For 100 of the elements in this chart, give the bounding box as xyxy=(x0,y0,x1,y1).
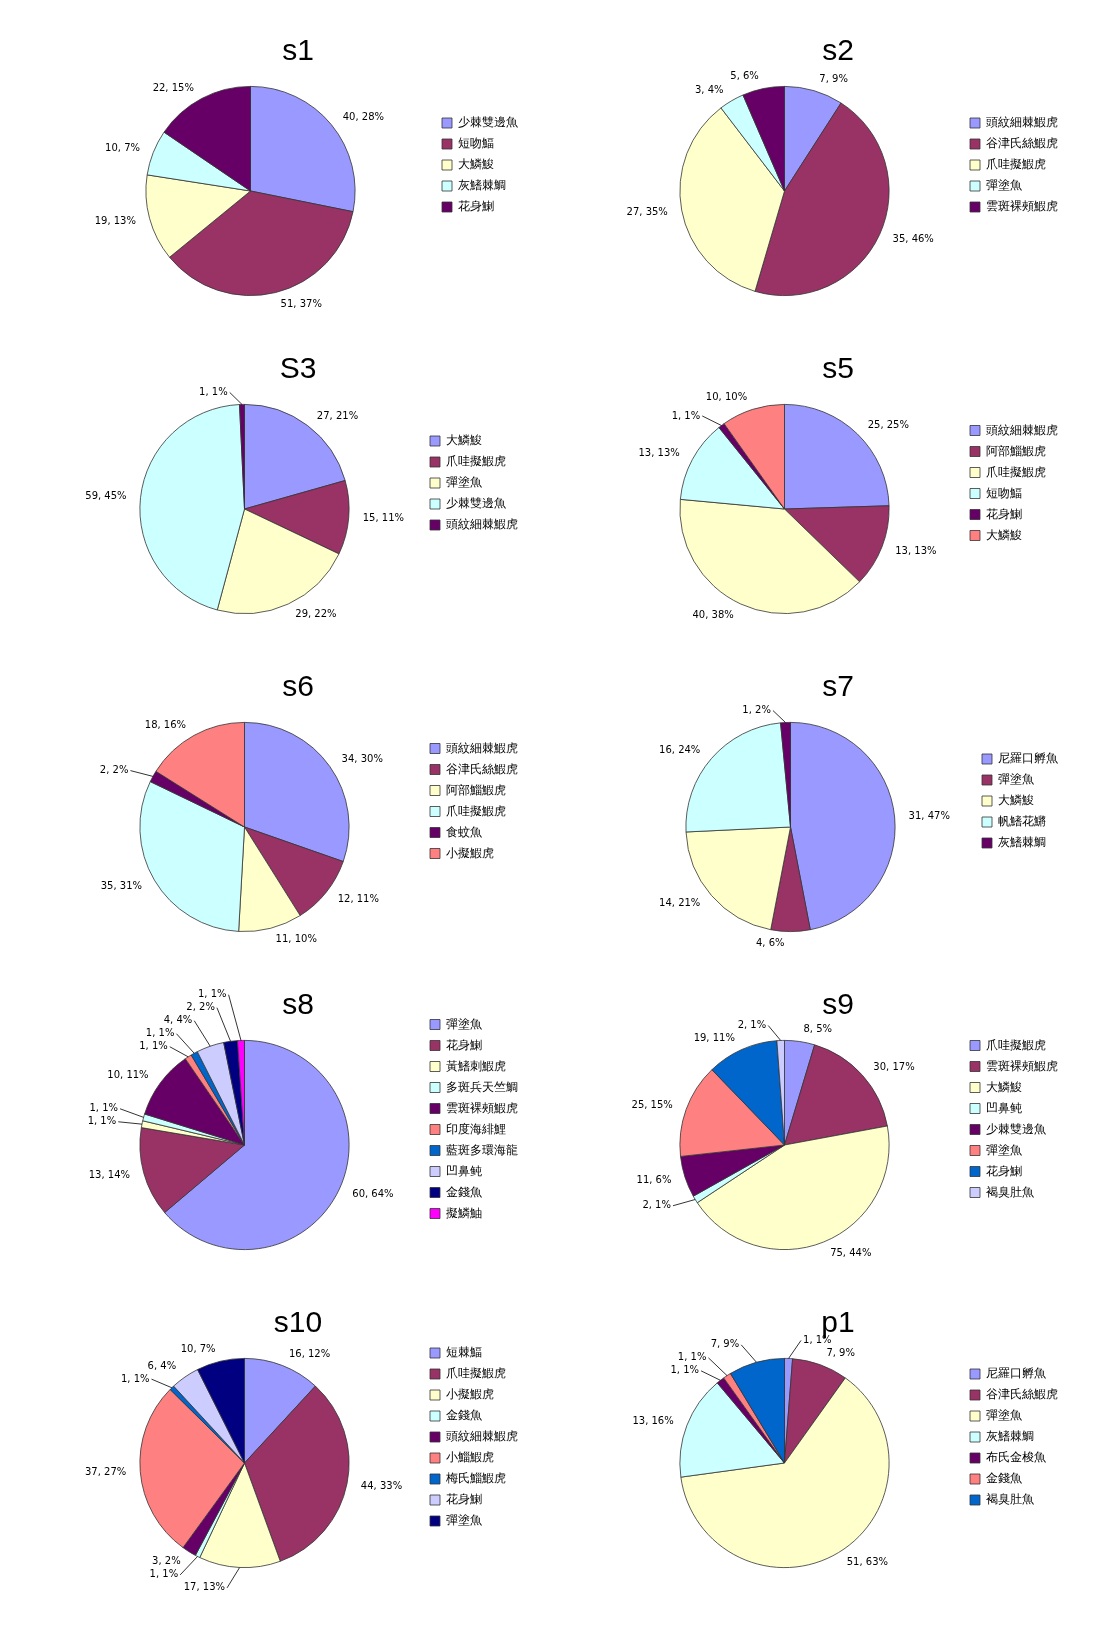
data-label: 75, 44% xyxy=(830,1246,872,1258)
legend-label: 灰鰭棘鯛 xyxy=(458,178,506,193)
legend-label: 灰鰭棘鯛 xyxy=(998,835,1046,850)
legend-label: 爪哇擬鰕虎 xyxy=(986,1037,1046,1052)
legend-label: 少棘雙邊魚 xyxy=(458,115,518,130)
data-label: 1, 1% xyxy=(671,409,701,421)
legend-label: 凹鼻鲀 xyxy=(446,1163,482,1178)
legend-label: 爪哇擬鰕虎 xyxy=(986,464,1046,479)
legend-label: 雲斑裸頰鰕虎 xyxy=(446,1100,518,1115)
data-label: 1, 1% xyxy=(120,1372,150,1384)
chart-title: s1 xyxy=(282,33,314,67)
data-label: 31, 47% xyxy=(908,809,950,821)
legend-label: 花身鯻 xyxy=(986,506,1022,521)
legend-label: 藍斑多環海龍 xyxy=(446,1142,518,1157)
data-label: 8, 5% xyxy=(803,1023,833,1035)
data-label: 17, 13% xyxy=(183,1581,226,1593)
data-label: 35, 46% xyxy=(892,233,934,245)
legend-label: 阿部鯔鰕虎 xyxy=(986,443,1046,458)
legend-label: 頭紋細棘鰕虎 xyxy=(446,1429,518,1444)
data-label: 13, 13% xyxy=(638,447,680,459)
chart-title: s5 xyxy=(822,351,854,385)
data-label: 25, 25% xyxy=(867,418,909,430)
legend-label: 大鱗鮻 xyxy=(446,433,482,448)
legend-label: 食蚊魚 xyxy=(446,824,482,839)
legend-label: 頭紋細棘鰕虎 xyxy=(986,422,1058,437)
legend-label: 大鱗鮻 xyxy=(998,793,1034,808)
chart-title: S3 xyxy=(279,351,317,385)
data-label: 10, 11% xyxy=(107,1069,149,1081)
legend-label: 爪哇擬鰕虎 xyxy=(446,803,506,818)
legend-label: 頭紋細棘鰕虎 xyxy=(986,115,1058,130)
data-label: 22, 15% xyxy=(152,81,194,93)
data-label: 35, 31% xyxy=(100,879,143,891)
legend-label: 少棘雙邊魚 xyxy=(446,496,506,511)
legend-label: 彈塗魚 xyxy=(998,772,1034,787)
legend-label: 小擬鰕虎 xyxy=(446,1387,494,1402)
data-label: 27, 21% xyxy=(316,409,359,421)
data-label: 37, 27% xyxy=(84,1466,127,1478)
chart-title: s8 xyxy=(282,987,314,1021)
data-label: 15, 11% xyxy=(362,512,404,524)
legend-label: 花身鯻 xyxy=(446,1037,482,1052)
data-label: 27, 35% xyxy=(626,205,668,217)
data-label: 1, 1% xyxy=(89,1102,119,1114)
data-label: 19, 13% xyxy=(94,215,136,227)
legend-label: 彈塗魚 xyxy=(446,475,482,490)
legend-label: 大鱗鮻 xyxy=(458,157,494,172)
legend-label: 谷津氏絲鰕虎 xyxy=(986,136,1058,151)
legend-label: 小鯔鰕虎 xyxy=(446,1450,494,1465)
legend-label: 彈塗魚 xyxy=(446,1016,482,1031)
data-label: 1, 1% xyxy=(670,1364,700,1376)
legend-label: 彈塗魚 xyxy=(446,1513,482,1528)
chart-title: s2 xyxy=(822,33,854,67)
data-label: 25, 15% xyxy=(631,1098,673,1110)
legend-label: 短吻鰏 xyxy=(458,136,494,151)
data-label: 1, 1% xyxy=(145,1027,175,1039)
data-label: 44, 33% xyxy=(360,1479,403,1491)
legend-label: 頭紋細棘鰕虎 xyxy=(446,517,518,532)
data-label: 1, 1% xyxy=(677,1351,707,1363)
data-label: 34, 30% xyxy=(341,753,383,765)
legend-label: 花身鯻 xyxy=(446,1492,482,1507)
data-label: 14, 21% xyxy=(659,896,701,908)
legend-label: 金錢魚 xyxy=(446,1184,482,1199)
legend-label: 布氏金梭魚 xyxy=(986,1450,1046,1465)
data-label: 18, 16% xyxy=(144,718,187,730)
data-label: 3, 4% xyxy=(694,84,724,96)
legend-label: 爪哇擬鰕虎 xyxy=(986,157,1046,172)
data-label: 59, 45% xyxy=(85,490,127,502)
data-label: 6, 4% xyxy=(147,1359,177,1371)
legend-label: 短吻鰏 xyxy=(986,485,1022,500)
legend-label: 擬鱗鮋 xyxy=(446,1205,482,1220)
data-label: 11, 10% xyxy=(275,933,317,945)
data-label: 7, 9% xyxy=(819,72,848,84)
data-label: 2, 1% xyxy=(642,1199,671,1211)
data-label: 4, 4% xyxy=(163,1014,193,1026)
data-label: 2, 2% xyxy=(99,764,129,776)
legend-label: 彈塗魚 xyxy=(986,1142,1022,1157)
legend-label: 多斑兵天竺鯛 xyxy=(446,1079,518,1094)
data-label: 16, 12% xyxy=(288,1347,331,1359)
data-label: 4, 6% xyxy=(755,937,785,949)
data-label: 19, 11% xyxy=(693,1032,735,1044)
data-label: 51, 37% xyxy=(280,297,322,309)
legend-label: 爪哇擬鰕虎 xyxy=(446,454,506,469)
legend-label: 金錢魚 xyxy=(986,1471,1022,1486)
data-label: 1, 1% xyxy=(198,988,227,1000)
data-label: 60, 64% xyxy=(352,1187,394,1199)
legend-label: 彈塗魚 xyxy=(986,1408,1022,1423)
legend-label: 褐臭肚魚 xyxy=(986,1492,1034,1507)
data-label: 1, 1% xyxy=(87,1115,117,1127)
legend-label: 阿部鯔鰕虎 xyxy=(446,782,506,797)
legend-label: 金錢魚 xyxy=(446,1408,482,1423)
legend-label: 爪哇擬鰕虎 xyxy=(446,1366,506,1381)
legend-label: 印度海緋鯉 xyxy=(446,1121,506,1136)
data-label: 10, 7% xyxy=(105,141,141,153)
legend-label: 帆鰭花鱂 xyxy=(998,814,1046,829)
data-label: 29, 22% xyxy=(295,608,337,620)
data-label: 10, 7% xyxy=(180,1343,216,1355)
data-label: 3, 2% xyxy=(152,1555,181,1567)
data-label: 51, 63% xyxy=(846,1556,889,1568)
data-label: 2, 2% xyxy=(186,1001,215,1013)
data-label: 13, 13% xyxy=(895,544,937,556)
legend-label: 花身鯻 xyxy=(986,1163,1022,1178)
